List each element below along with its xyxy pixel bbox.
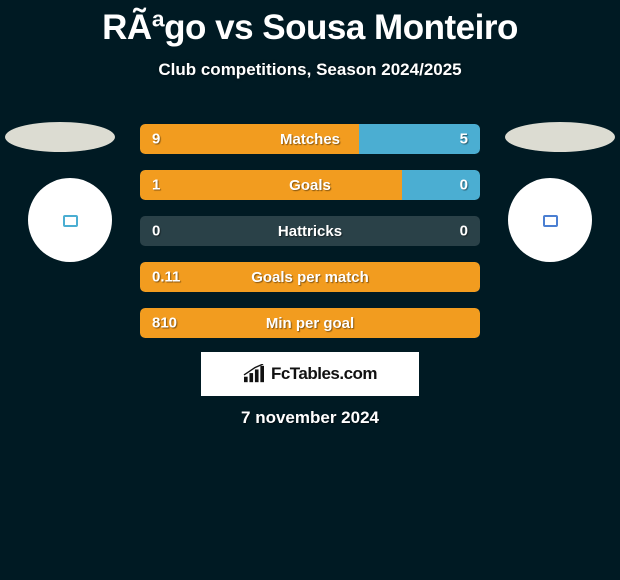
stat-label: Hattricks [140, 223, 480, 240]
player-right-avatar [508, 178, 592, 262]
flag-icon [63, 215, 78, 227]
page-subtitle: Club competitions, Season 2024/2025 [0, 60, 620, 80]
stat-label: Goals per match [140, 269, 480, 286]
stat-label: Matches [140, 131, 480, 148]
bars-icon [243, 364, 265, 384]
stat-row: 10Goals [140, 170, 480, 200]
page-title: RÃªgo vs Sousa Monteiro [0, 0, 620, 48]
player-right-ellipse [505, 122, 615, 152]
player-left-avatar [28, 178, 112, 262]
stat-row: 810Min per goal [140, 308, 480, 338]
stat-label: Min per goal [140, 315, 480, 332]
stat-row: 0.11Goals per match [140, 262, 480, 292]
player-left-ellipse [5, 122, 115, 152]
footer-date: 7 november 2024 [0, 408, 620, 428]
brand-text: FcTables.com [271, 364, 377, 384]
brand-logo: FcTables.com [201, 352, 419, 396]
flag-icon [543, 215, 558, 227]
stats-container: 95Matches 10Goals 00Hattricks 0.11Goals per… [140, 124, 480, 354]
stat-row: 95Matches [140, 124, 480, 154]
stat-row: 00Hattricks [140, 216, 480, 246]
stat-label: Goals [140, 177, 480, 194]
